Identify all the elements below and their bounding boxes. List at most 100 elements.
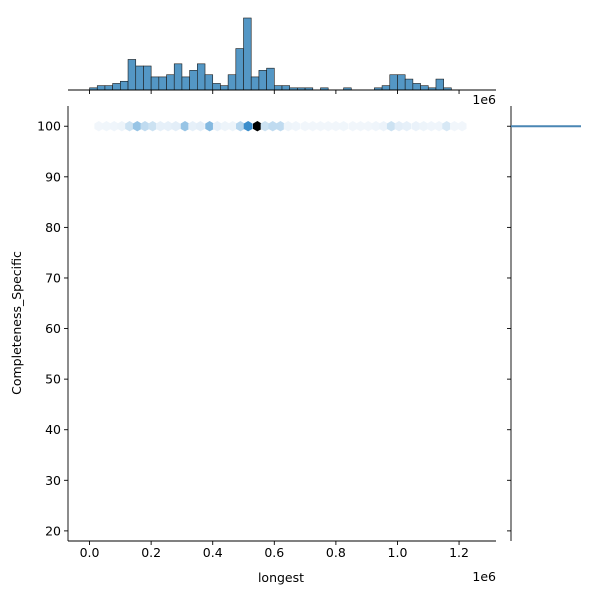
hexbin-cell: [308, 121, 318, 132]
hexbin-cell: [94, 121, 104, 132]
hexbin-cell: [426, 121, 436, 132]
hexbin-cell: [236, 121, 245, 132]
hexbin-cell: [434, 121, 444, 132]
histogram-bar: [135, 65, 144, 91]
hexbin-cell: [125, 121, 134, 132]
histogram-bar: [258, 70, 267, 91]
histogram-bar: [381, 85, 391, 91]
hexbin-cell: [243, 121, 253, 132]
hexbin-cell: [291, 121, 301, 132]
hexbin-cell: [252, 121, 262, 132]
histogram-bar: [197, 63, 206, 91]
hexbin-cell: [386, 121, 396, 132]
hexbin-cell: [402, 121, 412, 132]
histogram-bar: [96, 85, 106, 91]
histogram-bar: [143, 65, 152, 91]
x-tick-label: 0.4: [203, 545, 223, 560]
main-hexbin-plot: [94, 121, 467, 132]
hexbin-cell: [457, 121, 467, 132]
y-tick-label: 90: [45, 169, 61, 184]
hexbin-cell: [205, 121, 215, 132]
y-tick-label: 80: [45, 220, 61, 235]
hexbin-cell: [283, 121, 293, 132]
hexbin-cell: [300, 121, 310, 132]
histogram-bar: [204, 74, 214, 91]
hexbin-cell: [140, 121, 150, 132]
x-tick-label: 0.0: [80, 545, 100, 560]
y-tick-label: 100: [37, 119, 61, 134]
histogram-bar: [166, 74, 175, 91]
histogram-bar: [104, 85, 113, 91]
hexbin-cell: [348, 121, 358, 132]
x-tick-label: 0.8: [326, 545, 346, 560]
histogram-bar: [220, 85, 229, 91]
y-tick-label: 20: [45, 523, 61, 538]
histogram-bar: [420, 85, 429, 91]
histogram-bar: [127, 59, 137, 91]
histogram-bar: [397, 74, 406, 91]
histogram-bar: [227, 74, 237, 91]
hexbin-cell: [228, 121, 238, 132]
x-axis-label: longest: [258, 570, 304, 585]
hexbin-cell: [196, 121, 205, 132]
histogram-bar: [281, 85, 290, 91]
histogram-bar: [181, 76, 190, 91]
histogram-bar: [389, 74, 398, 91]
y-tick-label: 50: [45, 372, 61, 387]
x-tick-label: 0.2: [141, 545, 161, 560]
histogram-bar: [243, 17, 252, 91]
histogram-bar: [250, 76, 260, 91]
histogram-bar: [273, 85, 283, 91]
histogram-bar: [235, 48, 244, 91]
histogram-bar: [173, 63, 183, 91]
hexbin-cell: [268, 121, 278, 132]
histogram-bar: [158, 76, 167, 91]
hexbin-cell: [363, 121, 373, 132]
y-tick-label: 60: [45, 321, 61, 336]
y-tick-label: 30: [45, 473, 61, 488]
hexbin-cell: [379, 121, 389, 132]
hexbin-cell: [419, 121, 429, 132]
hexbin-cell: [260, 121, 270, 132]
top-histogram-offset-label: 1e6: [472, 92, 496, 107]
hexbin-cell: [339, 121, 348, 132]
hexbin-cell: [148, 121, 158, 132]
histogram-bar: [435, 78, 444, 91]
hexbin-cell: [323, 121, 333, 132]
hexbin-cell: [212, 121, 222, 132]
hexbin-cell: [117, 121, 127, 132]
hexbin-cell: [356, 121, 365, 132]
histogram-bar: [120, 80, 129, 91]
x-tick-label: 1.0: [388, 545, 408, 560]
hexbin-cell: [276, 121, 285, 132]
hexbin-cell: [450, 121, 459, 132]
hexbin-cell: [331, 121, 341, 132]
hexbin-cell: [394, 121, 404, 132]
y-tick-label: 70: [45, 270, 61, 285]
histogram-bar: [266, 67, 275, 91]
hexbin-cell: [102, 121, 111, 132]
hexbin-cell: [220, 121, 230, 132]
hexbin-cell: [132, 121, 142, 132]
hexbin-cell: [109, 121, 119, 132]
histogram-bar: [412, 83, 421, 91]
hexbin-cell: [171, 121, 181, 132]
histogram-bar: [404, 78, 414, 91]
histogram-bar: [212, 83, 221, 91]
hexbin-cell: [316, 121, 325, 132]
hexbin-cell: [188, 121, 198, 132]
hexbin-cell: [163, 121, 173, 132]
histogram-bar: [189, 70, 198, 91]
top-marginal-histogram: [68, 17, 496, 94]
y-axis-label: Completeness_Specific: [9, 251, 24, 395]
histogram-bar: [112, 83, 121, 91]
hexbin-cell: [411, 121, 421, 132]
x-tick-label: 1.2: [449, 545, 469, 560]
hexbin-cell: [155, 121, 165, 132]
x-tick-label: 0.6: [264, 545, 284, 560]
hexbin-cell: [371, 121, 381, 132]
histogram-bar: [150, 76, 160, 91]
hexbin-cell: [180, 121, 190, 132]
